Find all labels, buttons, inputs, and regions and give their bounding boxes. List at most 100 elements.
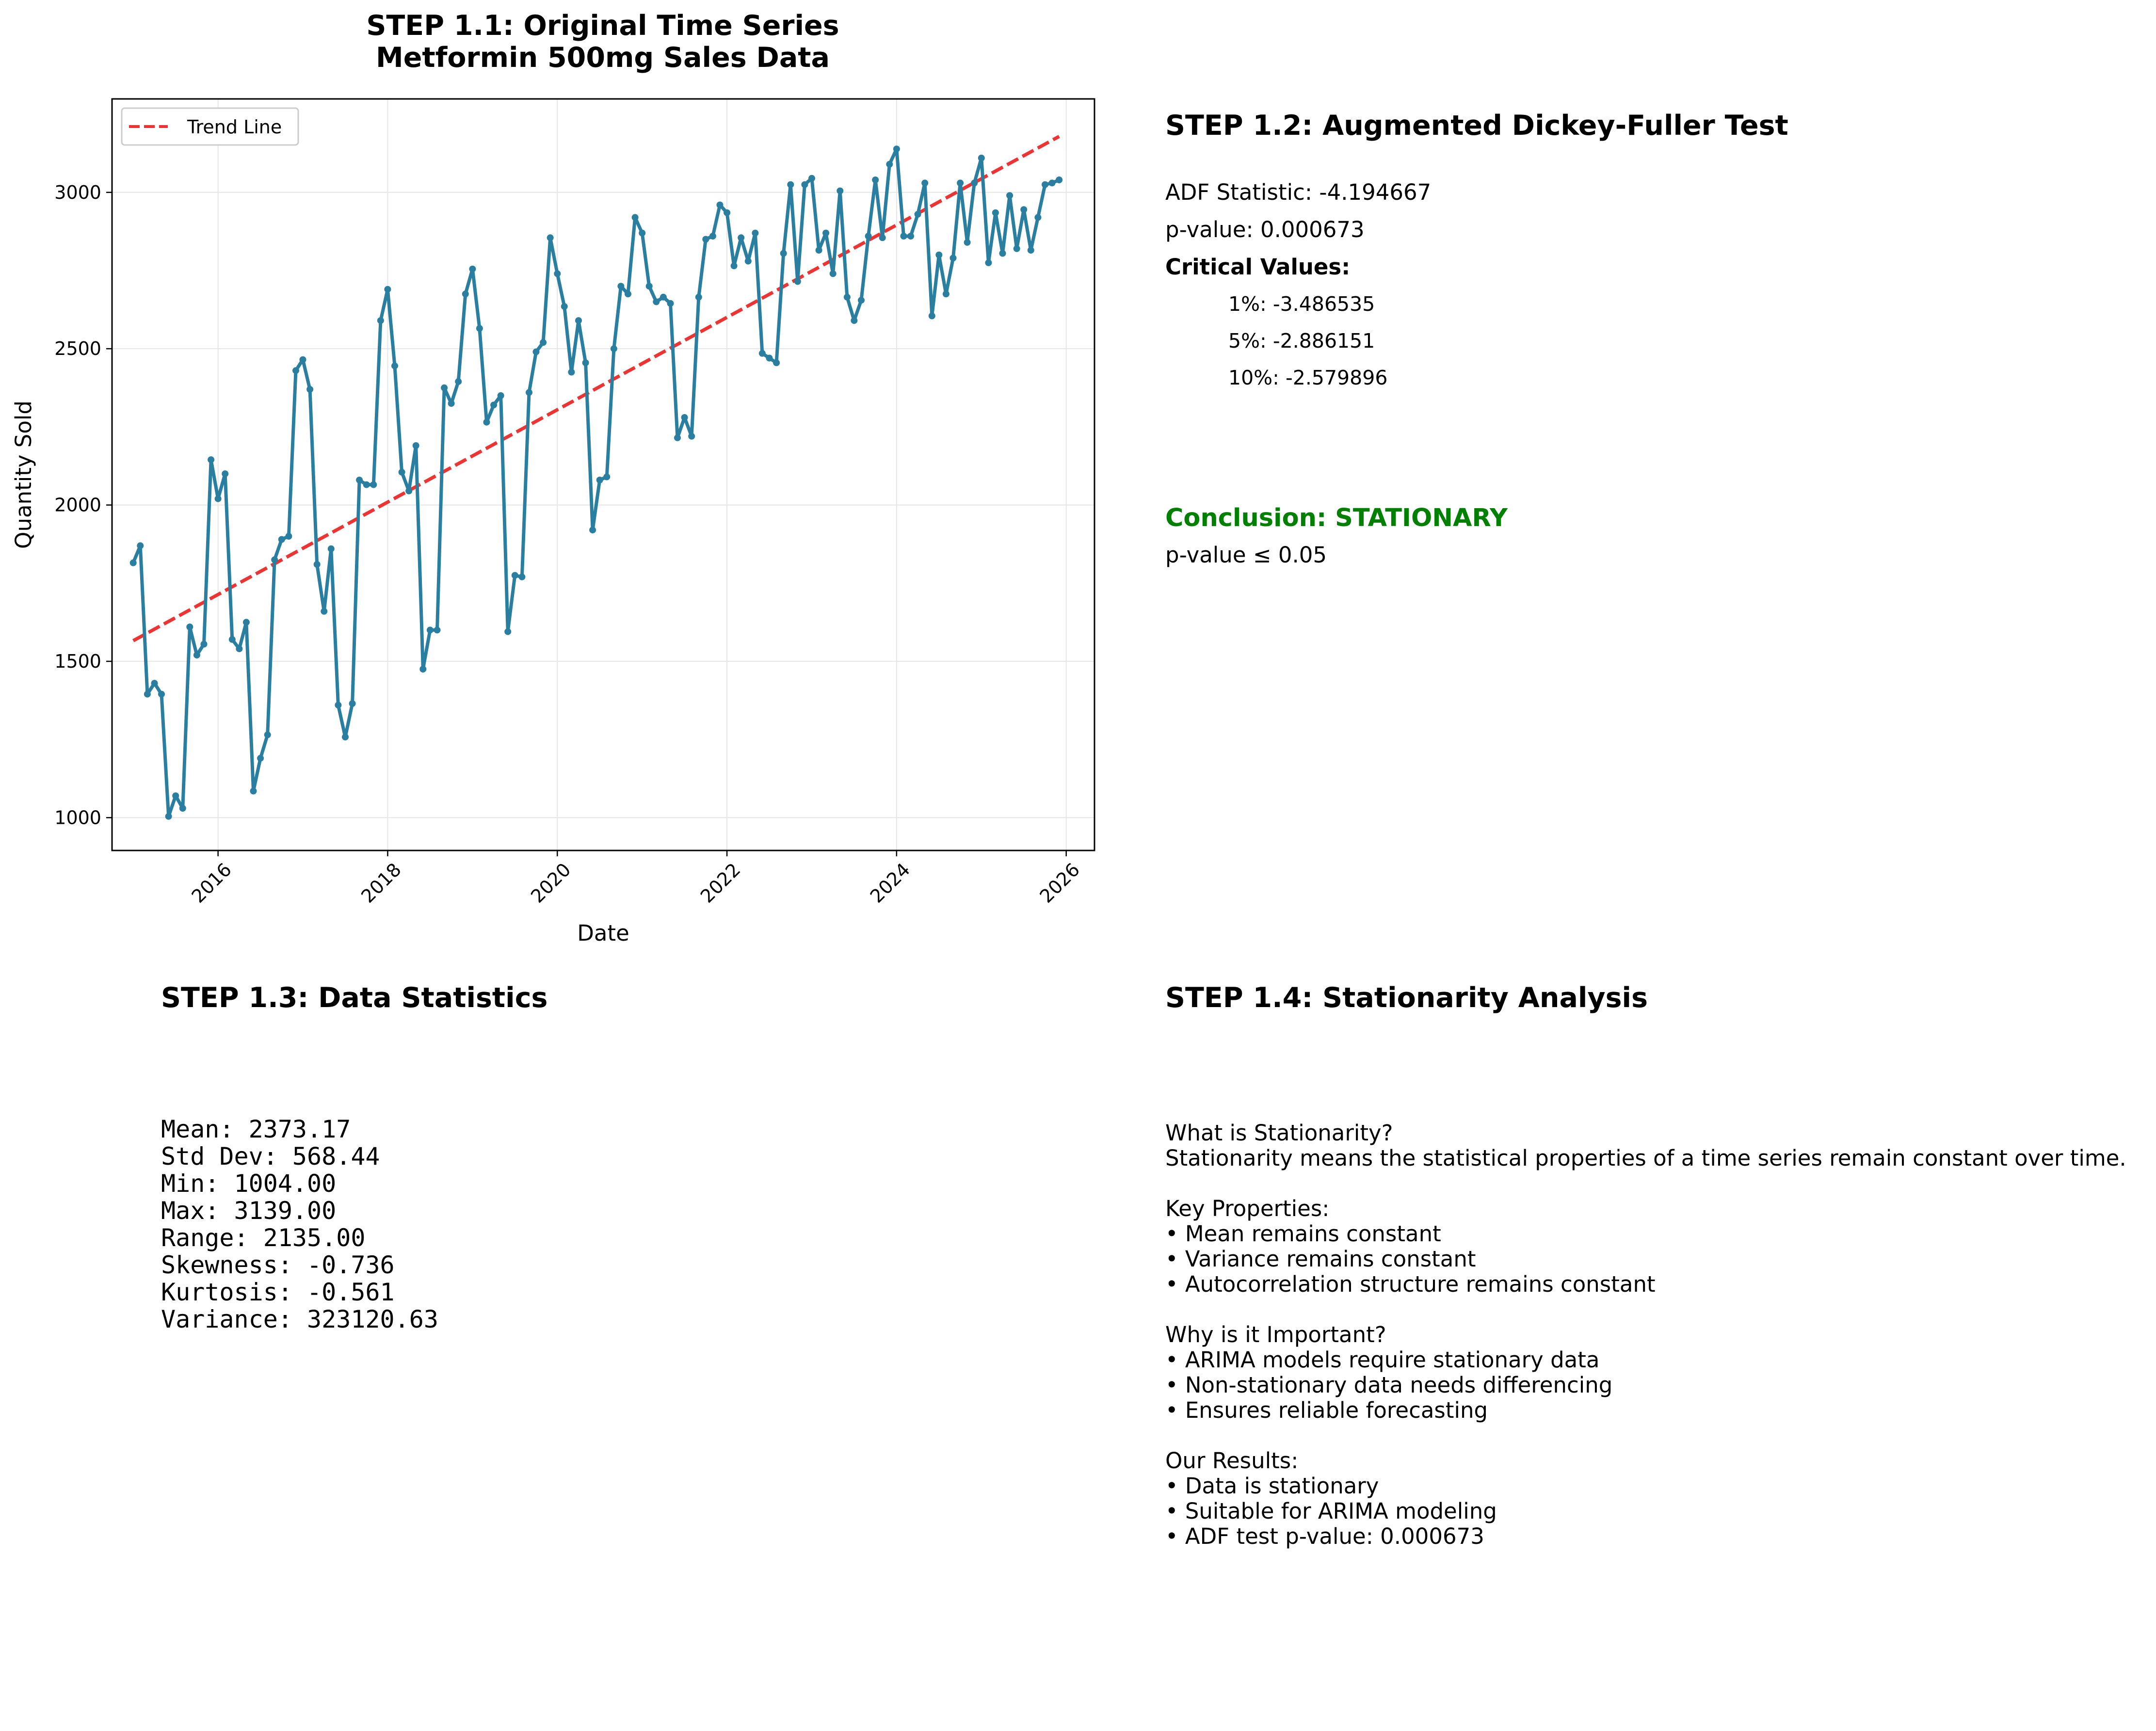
sales-point <box>469 265 476 272</box>
analysis-bullet: • Ensures reliable forecasting <box>1165 1397 1488 1423</box>
analysis-bullet: • Variance remains constant <box>1165 1246 1476 1272</box>
sales-point <box>942 290 949 298</box>
adf-p-value: p-value: 0.000673 <box>1165 217 1365 242</box>
stats-list: Mean: 2373.17 Std Dev: 568.44 Min: 1004.… <box>161 1116 547 1333</box>
critical-value-1pct: 1%: -3.486535 <box>1228 292 1375 316</box>
sales-point <box>978 154 985 161</box>
sales-point <box>758 350 766 357</box>
sales-point <box>532 348 540 355</box>
sales-point <box>236 645 243 653</box>
adf-condition: p-value ≤ 0.05 <box>1165 542 1327 568</box>
x-tick-label: 2022 <box>696 859 745 907</box>
adf-conclusion: Conclusion: STATIONARY <box>1165 504 1508 532</box>
sales-point <box>921 179 929 187</box>
sales-point <box>617 283 625 290</box>
analysis-bullet: • Suitable for ARIMA modeling <box>1165 1498 1497 1524</box>
sales-point <box>603 473 611 481</box>
analysis-heading-results: Our Results: <box>1165 1448 1299 1474</box>
sales-point <box>561 303 568 310</box>
legend: Trend Line <box>121 107 299 146</box>
sales-line <box>131 147 1060 818</box>
plot-frame <box>111 98 1095 851</box>
sales-point <box>193 652 200 658</box>
sales-point <box>695 293 702 301</box>
sales-point <box>752 229 759 237</box>
analysis-definition: Stationarity means the statistical prope… <box>1165 1145 2126 1171</box>
sales-point <box>928 312 935 320</box>
sales-point <box>610 345 617 353</box>
sales-point <box>483 418 490 426</box>
sales-point <box>292 367 299 374</box>
sales-point <box>971 179 978 187</box>
sales-point <box>730 262 738 270</box>
y-tick-label: 1000 <box>54 807 101 828</box>
stat-std-dev: Std Dev: 568.44 <box>161 1142 380 1170</box>
sales-point <box>985 259 992 266</box>
sales-point <box>158 690 165 698</box>
sales-point <box>434 626 441 634</box>
chart-title-line2: Metformin 500mg Sales Data <box>376 42 830 74</box>
sales-point <box>582 359 589 367</box>
sales-point <box>271 556 278 563</box>
sales-point <box>660 293 667 301</box>
stat-max: Max: 3139.00 <box>161 1197 337 1225</box>
sales-point <box>822 229 830 237</box>
sales-point <box>645 283 653 290</box>
legend-trend-label: Trend Line <box>187 116 282 138</box>
x-tick-label: 2026 <box>1036 859 1084 907</box>
y-axis-label: Quantity Sold <box>11 401 36 549</box>
sales-point <box>356 477 363 483</box>
sales-point <box>504 628 512 635</box>
sales-point <box>208 456 215 464</box>
analysis-bullet: • ADF test p-value: 0.000673 <box>1165 1523 1484 1549</box>
sales-point <box>278 536 285 543</box>
sales-point <box>780 250 787 257</box>
stat-skewness: Skewness: -0.736 <box>161 1251 395 1279</box>
sales-point <box>992 209 999 216</box>
sales-point <box>681 414 688 421</box>
chart-title-line1: STEP 1.1: Original Time Series <box>366 10 839 42</box>
sales-point <box>999 250 1006 257</box>
critical-value-10pct: 10%: -2.579896 <box>1228 366 1388 389</box>
sales-point <box>455 378 462 385</box>
stat-mean: Mean: 2373.17 <box>161 1115 351 1143</box>
sales-point <box>214 495 222 502</box>
sales-point <box>568 369 575 376</box>
sales-point <box>144 690 151 698</box>
sales-point <box>384 286 391 293</box>
sales-point <box>370 481 377 488</box>
sales-point <box>716 201 724 208</box>
sales-point <box>794 278 801 285</box>
y-tick-label: 1500 <box>54 651 101 672</box>
sales-point <box>843 293 851 301</box>
sales-point <box>186 624 193 630</box>
sales-point <box>907 233 914 240</box>
sales-point <box>589 527 596 534</box>
sales-point <box>596 477 603 483</box>
stats-panel: STEP 1.3: Data Statistics Mean: 2373.17 … <box>161 982 547 1333</box>
sales-point <box>949 255 957 262</box>
sales-point <box>412 442 419 449</box>
sales-point <box>222 470 229 478</box>
adf-panel: STEP 1.2: Augmented Dickey-Fuller Test A… <box>1165 110 1788 568</box>
analysis-bullet: • Data is stationary <box>1165 1473 1379 1499</box>
critical-value-5pct: 5%: -2.886151 <box>1228 329 1375 353</box>
analysis-spacer <box>1165 1423 2155 1448</box>
analysis-heading-what: What is Stationarity? <box>1165 1120 1393 1146</box>
sales-point <box>342 734 349 740</box>
analysis-bullet: • Autocorrelation structure remains cons… <box>1165 1271 1656 1297</box>
y-tick-label: 2500 <box>54 338 101 359</box>
sales-point <box>964 239 971 246</box>
sales-point <box>490 401 498 409</box>
sales-point <box>398 468 405 476</box>
sales-point <box>547 234 554 241</box>
stats-title: STEP 1.3: Data Statistics <box>161 982 548 1014</box>
sales-point <box>1020 206 1028 213</box>
sales-point <box>228 636 236 643</box>
sales-point <box>419 666 427 673</box>
sales-point <box>518 573 526 580</box>
analysis-title: STEP 1.4: Stationarity Analysis <box>1165 982 1648 1014</box>
analysis-text: What is Stationarity? Stationarity means… <box>1165 1121 2155 1549</box>
stat-min: Min: 1004.00 <box>161 1170 337 1198</box>
sales-point <box>137 542 144 549</box>
